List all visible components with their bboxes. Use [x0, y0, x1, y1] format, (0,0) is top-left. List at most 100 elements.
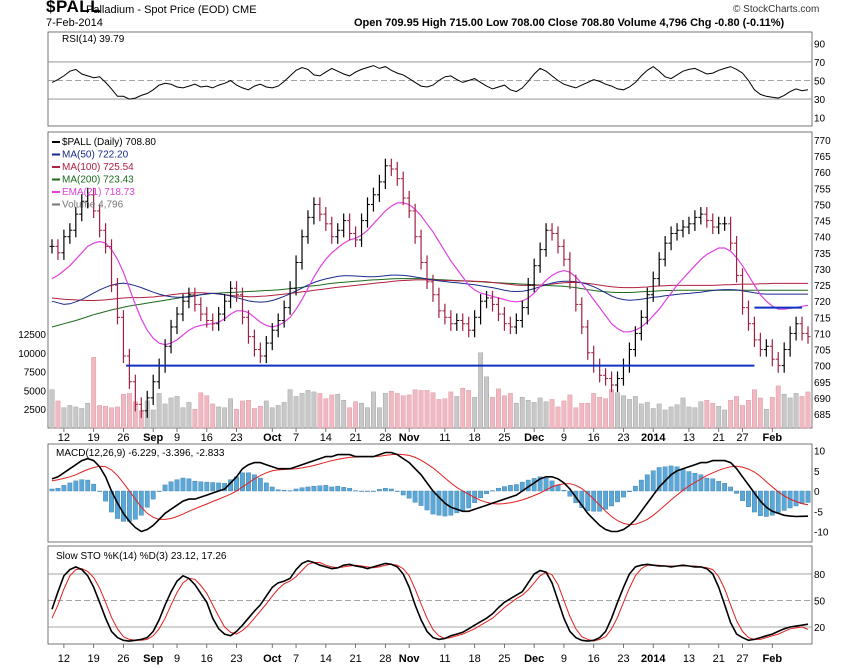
volume-bar	[341, 399, 347, 429]
date-label-top: 2014	[641, 432, 666, 444]
macd-histogram-bar	[293, 488, 299, 492]
ma100-line	[51, 279, 808, 301]
volume-bar	[198, 392, 204, 429]
macd-histogram-bar	[507, 485, 513, 492]
stochastic-legend: Slow STO %K(14) %D(3) 23.12, 17.26	[56, 551, 227, 562]
date-label-top: Oct	[263, 432, 282, 444]
date-label-top: Nov	[399, 432, 421, 444]
price-tick-label: 700	[814, 362, 831, 373]
volume-tick-label: 2500	[24, 405, 47, 416]
macd-histogram-bar	[305, 486, 311, 492]
volume-bar	[49, 389, 55, 429]
volume-tick-label: 10000	[18, 349, 46, 360]
price-tick-label: 690	[814, 394, 831, 405]
date-label-top: 13	[683, 432, 695, 444]
macd-histogram-bar	[61, 485, 67, 492]
macd-histogram-bar	[103, 490, 108, 502]
volume-bar	[757, 397, 763, 429]
volume-bar	[317, 393, 323, 429]
date-label-top: 12	[58, 432, 70, 444]
volume-bar	[496, 388, 501, 429]
date-label-bottom: 23	[230, 653, 242, 665]
macd-tick-label: 10	[814, 447, 826, 458]
volume-bar	[728, 399, 734, 429]
price-tick-label: 710	[814, 329, 831, 340]
volume-bar	[555, 406, 561, 429]
volume-bar	[466, 390, 472, 429]
macd-histogram-bar	[287, 490, 293, 492]
volume-bar	[323, 398, 329, 429]
date-label-bottom: Dec	[524, 653, 544, 665]
volume-bar	[85, 402, 91, 429]
macd-histogram-bar	[251, 474, 257, 492]
price-panel-frame	[47, 131, 813, 429]
volume-bar	[722, 409, 728, 429]
price-tick-label: 685	[814, 410, 831, 421]
volume-bar	[240, 400, 245, 429]
macd-histogram-bar	[716, 481, 722, 492]
macd-histogram-bar	[543, 477, 549, 492]
macd-histogram-bar	[359, 490, 364, 492]
date-label-top: 16	[201, 432, 213, 444]
volume-bar	[162, 403, 168, 429]
macd-histogram-bar	[275, 489, 281, 492]
date-label-bottom: 25	[498, 653, 510, 665]
volume-bar	[781, 393, 787, 429]
volume-bar	[561, 400, 567, 429]
date-label-bottom: 21	[349, 653, 361, 665]
volume-bar	[299, 393, 305, 429]
volume-bar	[716, 405, 722, 429]
volume-bar	[246, 399, 251, 429]
macd-histogram-bar	[460, 490, 466, 512]
macd-histogram-bar	[674, 466, 680, 492]
volume-bar	[210, 403, 216, 429]
macd-histogram-bar	[775, 490, 781, 513]
macd-histogram-bar	[436, 490, 442, 516]
stochastic-tick-label: 20	[814, 623, 826, 634]
macd-histogram-bar	[67, 482, 73, 492]
macd-histogram-bar	[781, 490, 787, 511]
stochastic-k-line	[51, 559, 809, 642]
volume-bar	[734, 396, 739, 429]
date-label-bottom: 9	[561, 653, 567, 665]
volume-bar	[448, 391, 454, 429]
volume-bar	[222, 407, 228, 429]
price-tick-label: 735	[814, 249, 831, 260]
date-label-top: 9	[561, 432, 567, 444]
macd-histogram-bar	[180, 477, 186, 492]
volume-bar	[585, 402, 591, 429]
price-tick-label: 740	[814, 233, 831, 244]
volume-bar	[382, 393, 388, 429]
volume-bar	[442, 398, 448, 429]
volume-bar	[519, 396, 525, 429]
macd-histogram-bar	[561, 489, 567, 492]
price-tick-label: 755	[814, 184, 831, 195]
rsi-legend: RSI(14) 39.79	[62, 34, 125, 45]
date-label-bottom: 21	[713, 653, 725, 665]
macd-histogram-bar	[448, 490, 454, 516]
volume-bar	[740, 405, 745, 429]
macd-histogram-bar	[609, 490, 614, 507]
date-label-bottom: Nov	[399, 653, 421, 665]
macd-histogram-bar	[680, 469, 686, 492]
volume-bar	[638, 403, 644, 429]
macd-histogram-bar	[627, 490, 632, 493]
volume-bar	[603, 398, 609, 429]
macd-histogram-bar	[85, 479, 91, 492]
volume-bar	[287, 389, 293, 429]
macd-histogram-bar	[400, 490, 406, 496]
volume-bar	[180, 407, 186, 429]
volume-bar	[359, 402, 364, 429]
price-tick-label: 705	[814, 346, 831, 357]
volume-bar	[662, 409, 668, 429]
macd-histogram-bar	[126, 490, 132, 522]
macd-histogram-bar	[454, 490, 460, 514]
macd-histogram-bar	[186, 478, 192, 492]
date-label-top: 18	[469, 432, 481, 444]
date-label-bottom: 14	[320, 653, 332, 665]
date-label-bottom: 2014	[641, 653, 666, 665]
volume-bar	[632, 396, 638, 429]
date-label-top: Feb	[763, 432, 783, 444]
price-tick-label: 695	[814, 378, 831, 389]
volume-bar	[793, 393, 799, 429]
